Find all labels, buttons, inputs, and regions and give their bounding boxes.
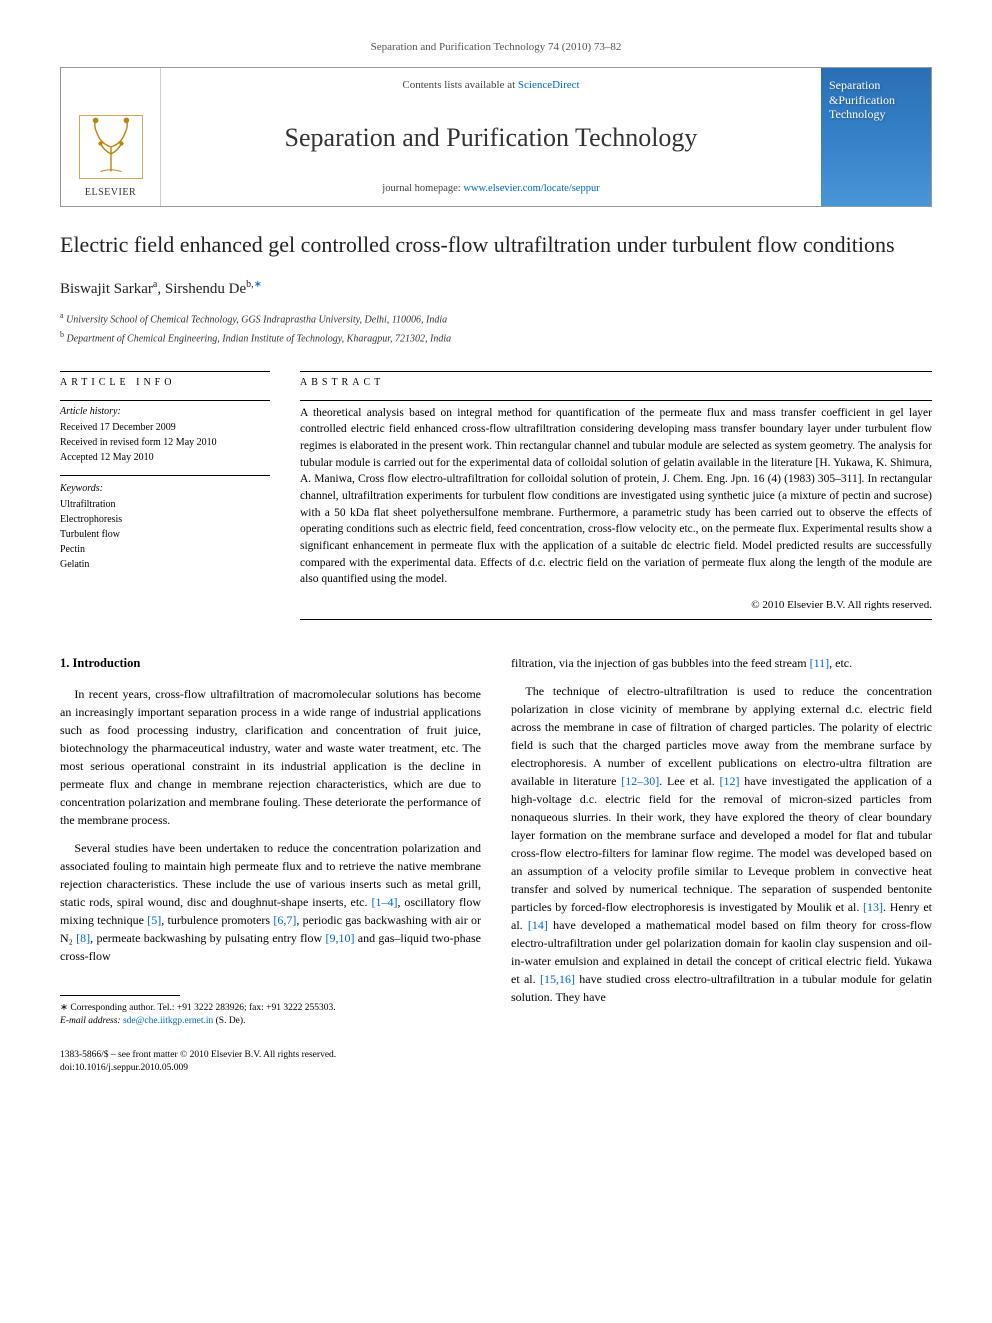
publisher-name: ELSEVIER	[85, 186, 136, 200]
p-text: have studied cross electro-ultrafiltrati…	[511, 972, 932, 1004]
email-label: E-mail address:	[60, 1016, 123, 1026]
doi-line: doi:10.1016/j.seppur.2010.05.009	[60, 1062, 481, 1075]
elsevier-tree-icon	[76, 112, 146, 182]
section-1-heading: 1. Introduction	[60, 654, 481, 673]
homepage-link[interactable]: www.elsevier.com/locate/seppur	[463, 183, 599, 194]
p-text: filtration, via the injection of gas bub…	[511, 656, 810, 670]
corr-author-line: ∗ Corresponding author. Tel.: +91 3222 2…	[60, 1002, 481, 1015]
keywords-label: Keywords:	[60, 482, 270, 496]
cover-line-1: Separation	[829, 78, 923, 92]
citation-link[interactable]: [9,10]	[325, 931, 354, 945]
affiliation-b: b Department of Chemical Engineering, In…	[60, 329, 932, 346]
citation-link[interactable]: [13]	[863, 900, 883, 914]
corresponding-footnote: ∗ Corresponding author. Tel.: +91 3222 2…	[60, 1002, 481, 1029]
keyword-item: Ultrafiltration	[60, 498, 270, 512]
col2-continuation: filtration, via the injection of gas bub…	[511, 654, 932, 672]
affiliation-b-text: Department of Chemical Engineering, Indi…	[67, 334, 452, 345]
affiliation-a: a University School of Chemical Technolo…	[60, 310, 932, 327]
revised-date: Received in revised form 12 May 2010	[60, 436, 270, 450]
p-text: . Lee et al.	[659, 774, 719, 788]
p2-text: , permeate backwashing by pulsating entr…	[90, 931, 325, 945]
author-1: Biswajit Sarkar	[60, 281, 153, 297]
col2-para-1: The technique of electro-ultrafiltration…	[511, 682, 932, 1006]
keyword-item: Pectin	[60, 543, 270, 557]
article-info-sidebar: article info Article history: Received 1…	[60, 367, 270, 625]
citation-link[interactable]: [12–30]	[621, 774, 659, 788]
citation-header: Separation and Purification Technology 7…	[60, 40, 932, 55]
publisher-block: ELSEVIER	[61, 68, 161, 206]
citation-link[interactable]: [8]	[76, 931, 90, 945]
body-column-right: filtration, via the injection of gas bub…	[511, 654, 932, 1075]
cover-line-3: Technology	[829, 107, 923, 121]
footnote-separator	[60, 995, 180, 996]
citation-link[interactable]: [1–4]	[371, 895, 397, 909]
author-1-sup: a	[153, 279, 157, 290]
author-list: Biswajit Sarkara, Sirshendu Deb,∗	[60, 278, 932, 300]
intro-para-2: Several studies have been undertaken to …	[60, 839, 481, 965]
citation-link[interactable]: [5]	[147, 913, 161, 927]
citation-link[interactable]: [6,7]	[273, 913, 296, 927]
email-line: E-mail address: sde@che.iitkgp.ernet.in …	[60, 1015, 481, 1028]
citation-link[interactable]: [12]	[720, 774, 740, 788]
homepage-line: journal homepage: www.elsevier.com/locat…	[181, 182, 801, 197]
article-info-heading: article info	[60, 376, 270, 390]
intro-para-1: In recent years, cross-flow ultrafiltrat…	[60, 685, 481, 829]
keywords-list: Ultrafiltration Electrophoresis Turbulen…	[60, 498, 270, 572]
history-label: Article history:	[60, 405, 270, 419]
abstract-column: abstract A theoretical analysis based on…	[300, 367, 932, 625]
sciencedirect-link[interactable]: ScienceDirect	[518, 79, 580, 91]
citation-link[interactable]: [14]	[528, 918, 548, 932]
contents-prefix: Contents lists available at	[402, 79, 517, 91]
body-column-left: 1. Introduction In recent years, cross-f…	[60, 654, 481, 1075]
abstract-text: A theoretical analysis based on integral…	[300, 405, 932, 588]
homepage-prefix: journal homepage:	[382, 183, 463, 194]
affiliations: a University School of Chemical Technolo…	[60, 310, 932, 347]
author-2: Sirshendu De	[165, 281, 246, 297]
cover-title: Separation &Purification Technology	[829, 78, 923, 121]
body-columns: 1. Introduction In recent years, cross-f…	[60, 654, 932, 1075]
p2-text: , turbulence promoters	[161, 913, 273, 927]
journal-name: Separation and Purification Technology	[181, 120, 801, 156]
masthead-center: Contents lists available at ScienceDirec…	[161, 68, 821, 206]
front-matter-line: 1383-5866/$ – see front matter © 2010 El…	[60, 1049, 481, 1062]
received-date: Received 17 December 2009	[60, 421, 270, 435]
p-text: , etc.	[829, 656, 852, 670]
keyword-item: Turbulent flow	[60, 528, 270, 542]
email-link[interactable]: sde@che.iitkgp.ernet.in	[123, 1016, 213, 1026]
footer-block: 1383-5866/$ – see front matter © 2010 El…	[60, 1049, 481, 1076]
cover-line-2: &Purification	[829, 93, 923, 107]
contents-line: Contents lists available at ScienceDirec…	[181, 78, 801, 93]
author-2-sup: b,	[246, 279, 254, 290]
article-title: Electric field enhanced gel controlled c…	[60, 231, 932, 260]
keyword-item: Electrophoresis	[60, 513, 270, 527]
copyright-line: © 2010 Elsevier B.V. All rights reserved…	[300, 598, 932, 613]
journal-cover: Separation &Purification Technology	[821, 68, 931, 206]
abstract-heading: abstract	[300, 376, 932, 390]
citation-link[interactable]: [15,16]	[540, 972, 575, 986]
affiliation-a-text: University School of Chemical Technology…	[66, 314, 447, 325]
journal-masthead: ELSEVIER Contents lists available at Sci…	[60, 67, 932, 207]
corresponding-link[interactable]: ∗	[254, 279, 262, 290]
email-suffix: (S. De).	[213, 1016, 245, 1026]
accepted-date: Accepted 12 May 2010	[60, 451, 270, 465]
p-text: have investigated the application of a h…	[511, 774, 932, 914]
history-items: Received 17 December 2009 Received in re…	[60, 421, 270, 465]
keyword-item: Gelatin	[60, 558, 270, 572]
p-text: The technique of electro-ultrafiltration…	[511, 684, 932, 788]
citation-link[interactable]: [11]	[810, 656, 830, 670]
